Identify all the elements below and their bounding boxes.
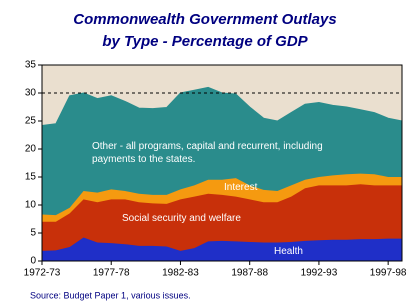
series-label: Health xyxy=(274,246,303,257)
y-tick-label: 30 xyxy=(25,88,37,99)
y-tick-label: 5 xyxy=(30,228,36,239)
y-tick-label: 35 xyxy=(25,60,37,71)
area-fill xyxy=(42,237,402,261)
area-fill xyxy=(42,87,402,216)
x-tick-label: 1977-78 xyxy=(93,268,130,279)
chart-title: by Type - Percentage of GDP xyxy=(102,33,308,50)
y-tick-label: 0 xyxy=(30,256,36,267)
y-tick-label: 10 xyxy=(25,200,37,211)
y-tick-label: 15 xyxy=(25,172,37,183)
plot-frame xyxy=(41,64,403,262)
x-tick-label: 1992-93 xyxy=(301,268,338,279)
y-tick-label: 25 xyxy=(25,116,37,127)
series-label: Interest xyxy=(224,182,258,193)
x-tick-label: 1987-88 xyxy=(231,268,268,279)
chart-title: Commonwealth Government Outlays xyxy=(73,11,336,28)
x-tick-label: 1972-73 xyxy=(24,268,61,279)
series-label: Social security and welfare xyxy=(122,213,241,224)
area-fill xyxy=(42,173,402,222)
x-tick-label: 1982-83 xyxy=(162,268,199,279)
series-label: Other - all programs, capital and recurr… xyxy=(92,141,323,165)
y-tick-label: 20 xyxy=(25,144,37,155)
source-note: Source: Budget Paper 1, various issues. xyxy=(30,290,191,300)
x-tick-label: 1997-98 xyxy=(370,268,407,279)
